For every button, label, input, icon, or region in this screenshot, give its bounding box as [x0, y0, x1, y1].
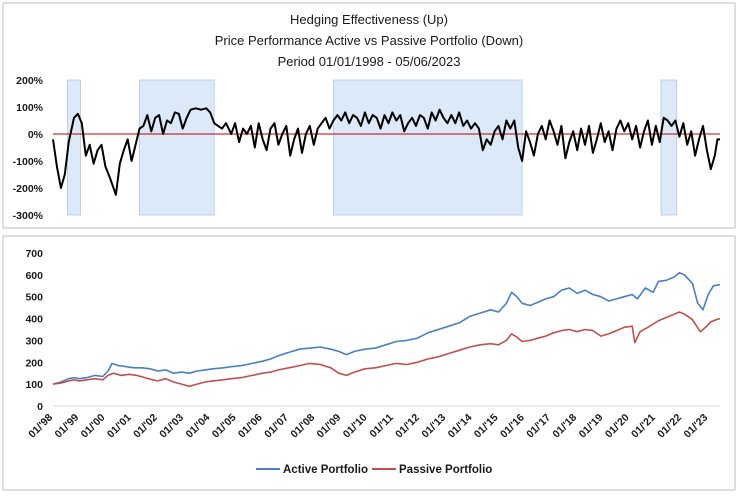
top-y-tick-label: -200%: [13, 183, 44, 195]
shaded-period-2: [139, 79, 215, 216]
top-y-axis: 200% 100% 0% -100% -200% -300%: [13, 75, 44, 222]
chart-title-line-3: Period 01/01/1998 - 05/06/2023: [278, 54, 461, 69]
top-y-tick-label: 0%: [28, 129, 44, 141]
legend: Active Portfolio Passive Portfolio: [256, 464, 492, 476]
active-portfolio-line: [52, 271, 721, 385]
hedging-plot: 200% 100% 0% -100% -200% -300%: [13, 75, 720, 222]
bottom-y-tick-label: 600: [25, 270, 43, 282]
chart-title-line-2: Price Performance Active vs Passive Port…: [215, 33, 524, 48]
top-y-tick-label: -300%: [13, 210, 44, 222]
bottom-y-tick-label: 300: [25, 335, 43, 347]
shaded-period-3: [333, 79, 523, 216]
bottom-y-axis: 0 100 200 300 400 500 600 700: [25, 248, 720, 413]
bottom-y-tick-label: 400: [25, 314, 43, 326]
shaded-period-4: [660, 79, 678, 216]
bottom-y-tick-label: 500: [25, 292, 43, 304]
chart-title-line-1: Hedging Effectiveness (Up): [290, 12, 448, 27]
top-y-tick-label: -100%: [13, 156, 44, 168]
legend-label-passive: Passive Portfolio: [399, 464, 492, 476]
top-y-tick-label: 200%: [16, 75, 44, 87]
bottom-y-tick-label: 100: [25, 379, 43, 391]
bottom-y-tick-label: 200: [25, 357, 43, 369]
hedging-effectiveness-line: [52, 107, 720, 196]
passive-portfolio-line: [52, 311, 721, 388]
shaded-periods: [67, 79, 678, 216]
legend-label-active: Active Portfolio: [283, 464, 368, 476]
top-y-tick-label: 100%: [16, 102, 44, 114]
bottom-y-tick-label: 700: [25, 248, 43, 260]
bottom-y-tick-label: 0: [37, 401, 43, 413]
shaded-period-1: [67, 79, 81, 216]
bottom-panel-frame: [2, 235, 736, 491]
